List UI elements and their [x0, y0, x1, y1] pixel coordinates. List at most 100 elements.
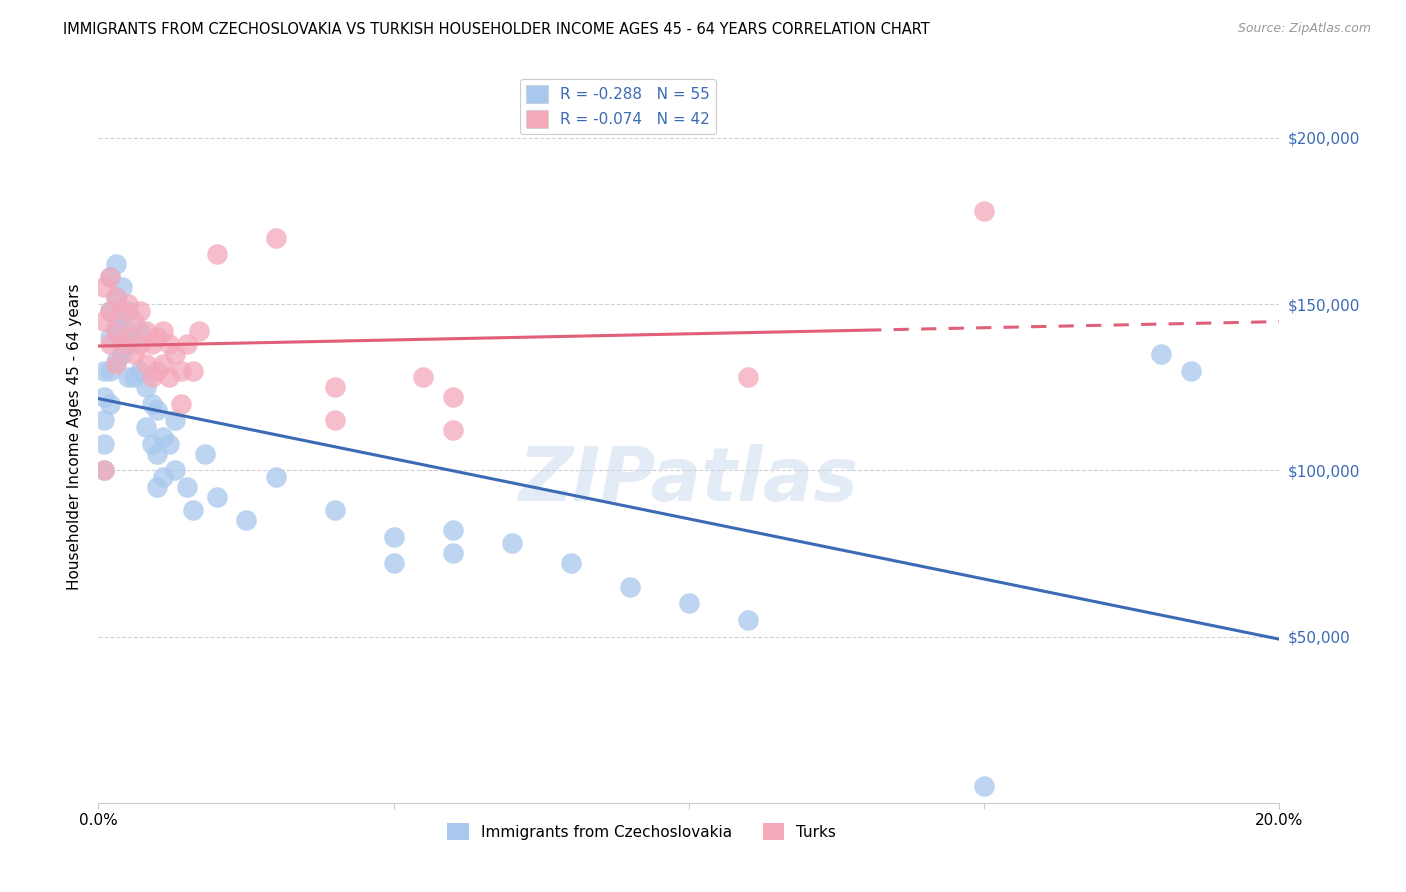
Point: [128, 324, 150, 338]
Point: [105, 290, 128, 304]
Point: [323, 380, 346, 394]
Point: [1150, 347, 1173, 361]
Point: [170, 363, 193, 377]
Point: [93, 463, 115, 477]
Point: [111, 314, 134, 328]
Point: [235, 513, 257, 527]
Text: ZIPatlas: ZIPatlas: [519, 444, 859, 517]
Point: [141, 436, 163, 450]
Point: [678, 596, 700, 610]
Point: [181, 363, 204, 377]
Point: [441, 546, 464, 560]
Point: [98, 270, 121, 285]
Point: [187, 324, 209, 338]
Point: [441, 390, 464, 404]
Point: [412, 370, 434, 384]
Point: [1180, 363, 1202, 377]
Text: IMMIGRANTS FROM CZECHOSLOVAKIA VS TURKISH HOUSEHOLDER INCOME AGES 45 - 64 YEARS : IMMIGRANTS FROM CZECHOSLOVAKIA VS TURKIS…: [63, 22, 929, 37]
Point: [157, 370, 180, 384]
Point: [264, 230, 287, 244]
Point: [146, 363, 169, 377]
Point: [93, 436, 115, 450]
Point: [973, 204, 995, 219]
Point: [122, 314, 145, 328]
Point: [93, 280, 115, 294]
Point: [165, 463, 187, 477]
Point: [135, 380, 157, 394]
Point: [128, 303, 150, 318]
Point: [111, 337, 134, 351]
Point: [737, 613, 759, 627]
Point: [105, 290, 128, 304]
Point: [98, 330, 121, 344]
Point: [165, 347, 187, 361]
Point: [152, 470, 174, 484]
Point: [117, 337, 139, 351]
Point: [111, 303, 134, 318]
Point: [135, 357, 157, 371]
Point: [135, 420, 157, 434]
Point: [205, 247, 228, 261]
Point: [441, 424, 464, 438]
Y-axis label: Householder Income Ages 45 - 64 years: Householder Income Ages 45 - 64 years: [67, 284, 83, 591]
Point: [135, 324, 157, 338]
Point: [98, 303, 121, 318]
Point: [93, 413, 115, 427]
Point: [152, 357, 174, 371]
Point: [111, 280, 134, 294]
Point: [141, 337, 163, 351]
Point: [146, 403, 169, 417]
Point: [152, 430, 174, 444]
Point: [98, 337, 121, 351]
Point: [117, 297, 139, 311]
Point: [93, 390, 115, 404]
Point: [141, 370, 163, 384]
Point: [146, 330, 169, 344]
Point: [157, 436, 180, 450]
Point: [122, 370, 145, 384]
Text: Source: ZipAtlas.com: Source: ZipAtlas.com: [1237, 22, 1371, 36]
Point: [105, 357, 128, 371]
Point: [105, 257, 128, 271]
Point: [128, 363, 150, 377]
Point: [128, 337, 150, 351]
Point: [93, 463, 115, 477]
Point: [619, 580, 641, 594]
Point: [323, 503, 346, 517]
Point: [146, 480, 169, 494]
Point: [737, 370, 759, 384]
Point: [157, 337, 180, 351]
Point: [165, 413, 187, 427]
Point: [973, 779, 995, 793]
Point: [181, 503, 204, 517]
Point: [146, 447, 169, 461]
Point: [105, 324, 128, 338]
Point: [105, 353, 128, 368]
Point: [117, 330, 139, 344]
Point: [141, 397, 163, 411]
Point: [117, 370, 139, 384]
Point: [382, 557, 405, 571]
Point: [205, 490, 228, 504]
Point: [98, 397, 121, 411]
Point: [98, 303, 121, 318]
Point: [194, 447, 217, 461]
Point: [122, 330, 145, 344]
Point: [176, 337, 198, 351]
Point: [122, 347, 145, 361]
Point: [441, 523, 464, 537]
Point: [98, 270, 121, 285]
Point: [152, 324, 174, 338]
Point: [323, 413, 346, 427]
Point: [93, 363, 115, 377]
Point: [170, 397, 193, 411]
Legend: Immigrants from Czechoslovakia, Turks: Immigrants from Czechoslovakia, Turks: [441, 816, 842, 847]
Point: [382, 530, 405, 544]
Point: [264, 470, 287, 484]
Point: [117, 303, 139, 318]
Point: [176, 480, 198, 494]
Point: [501, 536, 523, 550]
Point: [98, 363, 121, 377]
Point: [105, 320, 128, 334]
Point: [93, 314, 115, 328]
